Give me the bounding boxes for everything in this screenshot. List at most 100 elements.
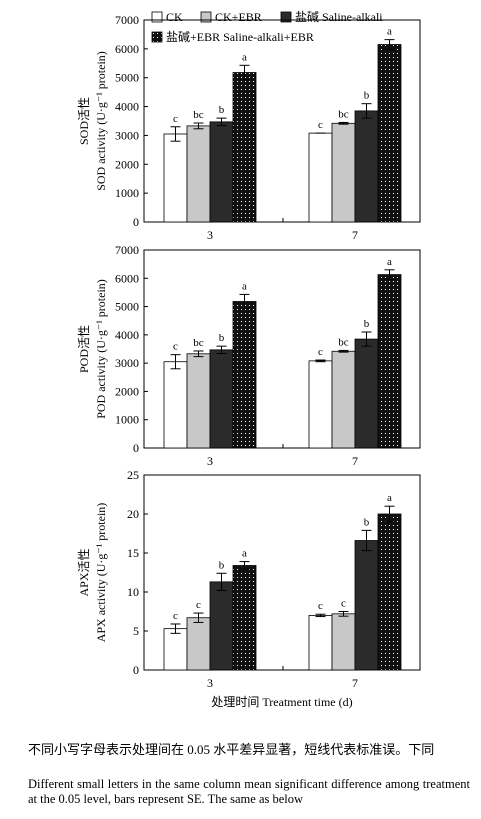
bar [331, 122, 356, 223]
legend-label-3: 盐碱+EBR Saline-alkali+EBR [166, 30, 314, 44]
significance-letter: a [387, 492, 392, 504]
significance-letter: c [341, 598, 346, 610]
legend-swatch-2 [280, 11, 292, 23]
legend-label-1: CK+EBR [215, 10, 262, 24]
y-tick-label: 15 [127, 546, 139, 560]
bar [209, 349, 234, 449]
y-axis-title-cn: POD活性 [77, 325, 91, 373]
y-tick-label: 5000 [115, 71, 139, 85]
significance-letter: c [173, 610, 178, 622]
plot-frame [143, 474, 421, 671]
y-tick-label: 0 [133, 215, 139, 229]
bar [377, 44, 402, 223]
y-axis-title-cn: APX活性 [77, 548, 91, 596]
chart-panel-1: 0 1000 2000 3000 4000 5000 6000 7000 POD活性 POD ac… [77, 243, 421, 468]
y-tick-label: 20 [127, 507, 139, 521]
y-tick-label: 2000 [115, 384, 139, 398]
y-tick-label: 4000 [115, 328, 139, 342]
y-axis-title-en: POD activity (U·g⁻¹ protein) [94, 279, 108, 419]
bar [186, 125, 211, 223]
chart-panel-0: 0 1000 2000 3000 4000 5000 6000 7000 SOD活性 SOD ac… [77, 13, 421, 242]
bar [377, 274, 402, 449]
y-tick-label: 3000 [115, 356, 139, 370]
bar [209, 121, 234, 223]
y-tick-label: 10 [127, 585, 139, 599]
x-tick-label: 3 [207, 676, 213, 690]
significance-letter: a [242, 280, 247, 292]
significance-letter: b [219, 332, 225, 344]
legend-swatch-1 [200, 11, 212, 23]
significance-letter: a [387, 26, 392, 38]
bar [354, 540, 379, 671]
legend-label-2: 盐碱 Saline-alkali [295, 10, 383, 24]
x-axis-title: 处理时间 Treatment time (d) [211, 695, 352, 709]
bar [377, 513, 402, 671]
bar [331, 350, 356, 449]
legend-swatch-3 [151, 31, 163, 43]
y-tick-label: 25 [127, 468, 139, 482]
bar [163, 361, 188, 449]
x-tick-label: 3 [207, 454, 213, 468]
chart-panel-2: 0 5 10 15 20 25 APX活性 APX activity (U·g⁻¹ prote… [77, 468, 421, 690]
bar [186, 617, 211, 671]
legend-swatch-0 [151, 11, 163, 23]
y-tick-label: 5000 [115, 300, 139, 314]
bar [209, 581, 234, 671]
y-tick-label: 2000 [115, 157, 139, 171]
y-tick-label: 6000 [115, 42, 139, 56]
significance-letter: c [318, 119, 323, 131]
significance-letter: b [364, 516, 370, 528]
bar [308, 132, 333, 223]
significance-letter: a [242, 548, 247, 560]
caption-chinese: 不同小写字母表示处理间在 0.05 水平差异显著，短线代表标准误。下同 [28, 742, 435, 757]
y-tick-label: 6000 [115, 271, 139, 285]
y-tick-label: 1000 [115, 413, 139, 427]
significance-letter: c [318, 600, 323, 612]
caption-english: Different small letters in the same colu… [28, 777, 470, 806]
figure: CK CK+EBR 盐碱 Saline-alkali 盐碱+EBR Saline-al… [77, 10, 421, 709]
bar [163, 133, 188, 223]
y-tick-label: 0 [133, 441, 139, 455]
bar [232, 301, 257, 449]
significance-letter: b [219, 559, 225, 571]
bar [308, 360, 333, 449]
significance-letter: b [364, 90, 370, 102]
y-tick-label: 3000 [115, 128, 139, 142]
bar [331, 613, 356, 671]
significance-letter: b [364, 318, 370, 330]
significance-letter: c [196, 599, 201, 611]
y-tick-label: 7000 [115, 13, 139, 27]
x-tick-label: 3 [207, 228, 213, 242]
significance-letter: c [318, 346, 323, 358]
significance-letter: a [387, 256, 392, 268]
significance-letter: a [242, 51, 247, 63]
bar [308, 615, 333, 671]
legend: CK CK+EBR 盐碱 Saline-alkali 盐碱+EBR Saline-al… [151, 10, 383, 44]
x-tick-label: 7 [352, 454, 358, 468]
plot-frame [143, 249, 421, 449]
significance-letter: bc [338, 108, 349, 120]
significance-letter: bc [193, 109, 204, 121]
significance-letter: c [173, 113, 178, 125]
y-axis-title-en: SOD activity (U·g⁻¹ protein) [94, 51, 108, 191]
bar [354, 338, 379, 449]
significance-letter: bc [338, 336, 349, 348]
y-tick-label: 7000 [115, 243, 139, 257]
bar [232, 565, 257, 671]
significance-letter: c [173, 341, 178, 353]
y-tick-label: 4000 [115, 100, 139, 114]
y-axis-title-en: APX activity (U·g⁻¹ protein) [94, 503, 108, 643]
bar [186, 353, 211, 449]
significance-letter: bc [193, 337, 204, 349]
y-tick-label: 5 [133, 624, 139, 638]
bar [354, 110, 379, 223]
y-tick-label: 0 [133, 663, 139, 677]
x-tick-label: 7 [352, 228, 358, 242]
y-axis-title-cn: SOD活性 [77, 97, 91, 145]
x-tick-label: 7 [352, 676, 358, 690]
legend-label-0: CK [166, 10, 183, 24]
significance-letter: b [219, 104, 225, 116]
bar [163, 628, 188, 671]
y-tick-label: 1000 [115, 186, 139, 200]
bar [232, 72, 257, 223]
